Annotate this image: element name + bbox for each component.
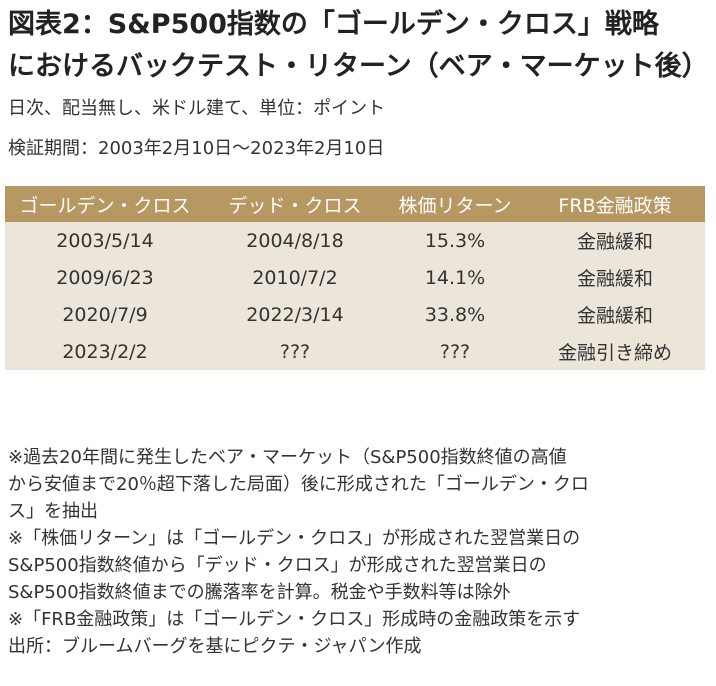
footnote-line: ※「株価リターン」は「ゴールデン・クロス」が形成された翌営業日の xyxy=(8,528,581,549)
title-line-2: におけるバックテスト・リターン（ベア・マーケット後） xyxy=(8,51,709,82)
table-row: 2020/7/9 2022/3/14 33.8% 金融緩和 xyxy=(5,296,705,333)
cell-policy: 金融引き締め xyxy=(525,333,705,370)
cell-golden-cross: 2020/7/9 xyxy=(5,296,205,333)
table-header-row: ゴールデン・クロス デッド・クロス 株価リターン FRB金融政策 xyxy=(5,186,705,222)
footnote-line: から安値まで20％超下落した局面）後に形成された「ゴールデン・クロ xyxy=(8,474,589,495)
cell-dead-cross: 2004/8/18 xyxy=(205,222,385,259)
cell-golden-cross: 2009/6/23 xyxy=(5,259,205,296)
cell-golden-cross: 2003/5/14 xyxy=(5,222,205,259)
subtitle-units: 日次、配当無し、米ドル建て、単位：ポイント xyxy=(8,98,386,119)
cell-golden-cross: 2023/2/2 xyxy=(5,333,205,370)
cell-return: 33.8% xyxy=(385,296,525,333)
cell-dead-cross: ??? xyxy=(205,333,385,370)
backtest-table: ゴールデン・クロス デッド・クロス 株価リターン FRB金融政策 2003/5/… xyxy=(5,186,705,370)
source-line: 出所：ブルームバーグを基にピクテ・ジャパン作成 xyxy=(8,636,422,657)
table-row: 2003/5/14 2004/8/18 15.3% 金融緩和 xyxy=(5,222,705,259)
cell-policy: 金融緩和 xyxy=(525,222,705,259)
cell-return: 15.3% xyxy=(385,222,525,259)
footnote-line: ス」を抽出 xyxy=(8,501,98,522)
table-row: 2023/2/2 ??? ??? 金融引き締め xyxy=(5,333,705,370)
footnote-line: ※「FRB金融政策」は「ゴールデン・クロス」形成時の金融政策を示す xyxy=(8,609,581,630)
header-stock-return: 株価リターン xyxy=(385,186,525,222)
footnote-line: ※過去20年間に発生したベア・マーケット（S&P500指数終値の高値 xyxy=(8,447,567,468)
title-line-1: 図表2：S&P500指数の「ゴールデン・クロス」戦略 xyxy=(8,9,659,40)
cell-return: 14.1% xyxy=(385,259,525,296)
footnote-line: S&P500指数終値から「デッド・クロス」が形成された翌営業日の xyxy=(8,555,547,576)
cell-return: ??? xyxy=(385,333,525,370)
cell-policy: 金融緩和 xyxy=(525,296,705,333)
footnote-line: S&P500指数終値までの騰落率を計算。税金や手数料等は除外 xyxy=(8,582,511,603)
footnotes: ※過去20年間に発生したベア・マーケット（S&P500指数終値の高値 から安値ま… xyxy=(8,444,708,660)
header-dead-cross: デッド・クロス xyxy=(205,186,385,222)
header-frb-policy: FRB金融政策 xyxy=(525,186,705,222)
header-golden-cross: ゴールデン・クロス xyxy=(5,186,205,222)
cell-policy: 金融緩和 xyxy=(525,259,705,296)
subtitle-period: 検証期間：2003年2月10日～2023年2月10日 xyxy=(8,138,385,159)
table-row: 2009/6/23 2010/7/2 14.1% 金融緩和 xyxy=(5,259,705,296)
page-title: 図表2：S&P500指数の「ゴールデン・クロス」戦略 におけるバックテスト・リタ… xyxy=(8,4,709,88)
cell-dead-cross: 2010/7/2 xyxy=(205,259,385,296)
cell-dead-cross: 2022/3/14 xyxy=(205,296,385,333)
